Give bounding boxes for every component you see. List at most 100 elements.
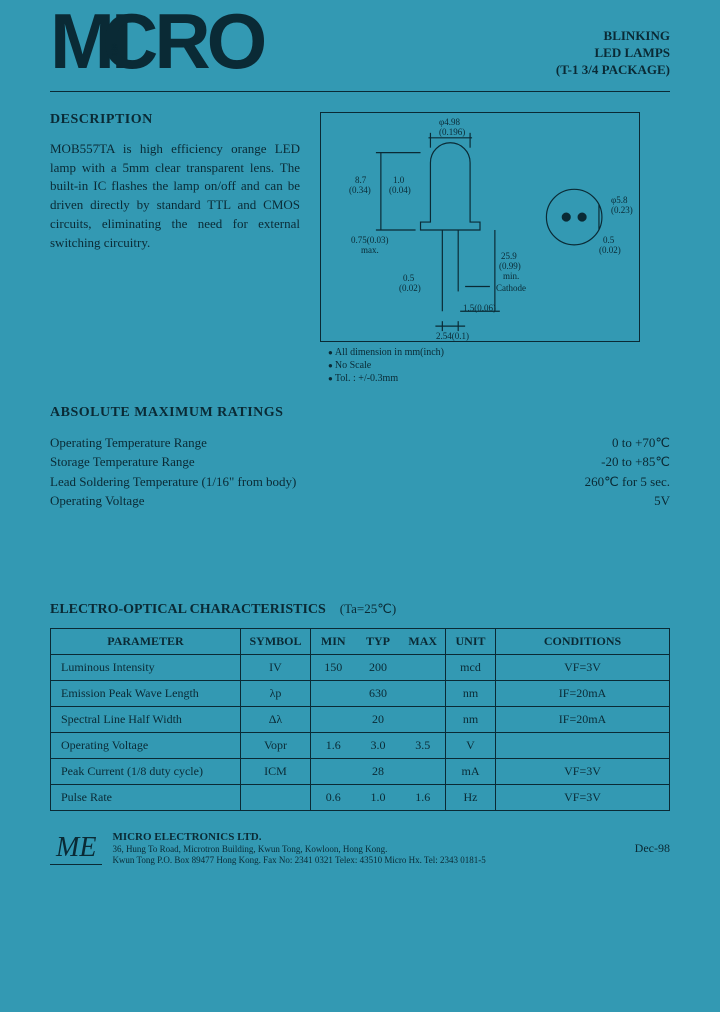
cell-param: Operating Voltage — [51, 732, 241, 758]
diagram-wrapper: φ4.98 (0.196) 8.7 (0.34) 1.0 (0.04) 0.75… — [320, 112, 640, 385]
table-row: Spectral Line Half WidthΔλ20nmIF=20mA — [51, 706, 670, 732]
cell-min — [311, 758, 356, 784]
cell-min: 1.6 — [311, 732, 356, 758]
rating-value: 5V — [654, 491, 670, 511]
th-typ: TYP — [356, 628, 401, 654]
cell-param: Spectral Line Half Width — [51, 706, 241, 732]
cell-symbol: λp — [241, 680, 311, 706]
rating-row: Lead Soldering Temperature (1/16" from b… — [50, 472, 670, 492]
th-unit: UNIT — [446, 628, 496, 654]
dim-1-0: 1.0 — [393, 175, 404, 185]
table-row: Luminous IntensityIV150200mcdVF=3V — [51, 654, 670, 680]
cell-param: Emission Peak Wave Length — [51, 680, 241, 706]
rating-row: Operating Temperature Range 0 to +70℃ — [50, 433, 670, 453]
dim-1-0-in: (0.04) — [389, 185, 411, 195]
electro-section: ELECTRO-OPTICAL CHARACTERISTICS (Ta=25℃)… — [50, 601, 670, 811]
cell-cond: VF=3V — [496, 784, 670, 810]
title-line-2: LED LAMPS — [556, 45, 670, 62]
dim-diameter: φ4.98 — [439, 117, 460, 127]
diagram-note-0: All dimension in mm(inch) — [328, 346, 640, 359]
cell-symbol: Vopr — [241, 732, 311, 758]
cell-cond — [496, 732, 670, 758]
cell-min: 0.6 — [311, 784, 356, 810]
rating-label: Lead Soldering Temperature (1/16" from b… — [50, 472, 296, 492]
cell-unit: V — [446, 732, 496, 758]
cell-typ: 630 — [356, 680, 401, 706]
footer-company: MICRO ELECTRONICS LTD. — [112, 831, 624, 844]
cell-param: Luminous Intensity — [51, 654, 241, 680]
cell-symbol: Δλ — [241, 706, 311, 732]
electro-title: ELECTRO-OPTICAL CHARACTERISTICS (Ta=25℃) — [50, 601, 670, 618]
cell-max — [401, 654, 446, 680]
logo-cro: CRO — [102, 0, 263, 85]
rating-value: 0 to +70℃ — [612, 433, 670, 453]
rating-label: Storage Temperature Range — [50, 452, 195, 472]
cell-param: Peak Current (1/8 duty cycle) — [51, 758, 241, 784]
footer: ME MICRO ELECTRONICS LTD. 36, Hung To Ro… — [50, 831, 670, 866]
cell-unit: nm — [446, 680, 496, 706]
table-row: Pulse Rate 0.61.01.6HzVF=3V — [51, 784, 670, 810]
ratings-title: ABSOLUTE MAXIMUM RATINGS — [50, 405, 670, 421]
th-cond: CONDITIONS — [496, 628, 670, 654]
rating-row: Storage Temperature Range-20 to +85℃ — [50, 452, 670, 472]
cell-max — [401, 758, 446, 784]
cell-cond: IF=20mA — [496, 680, 670, 706]
dim-5-8-in: (0.23) — [611, 205, 633, 215]
title-line-1: BLINKING — [556, 28, 670, 45]
header-divider — [50, 91, 670, 92]
cell-param: Pulse Rate — [51, 784, 241, 810]
footer-logo: ME — [50, 832, 102, 865]
electro-condition: (Ta=25℃) — [340, 601, 396, 616]
rating-label: Operating Voltage — [50, 491, 144, 511]
footer-contact: Kwun Tong P.O. Box 89477 Hong Kong. Fax … — [112, 855, 624, 866]
cell-symbol — [241, 784, 311, 810]
logo: MIELECTRONICSCRO — [50, 10, 263, 72]
table-row: Peak Current (1/8 duty cycle)ICM28mAVF=3… — [51, 758, 670, 784]
rating-label: Operating Temperature Range — [50, 433, 207, 453]
cell-unit: mcd — [446, 654, 496, 680]
cell-min — [311, 680, 356, 706]
description-text: MOB557TA is high efficiency orange LED l… — [50, 140, 300, 253]
logo-subtext: ELECTRONICS — [112, 47, 118, 60]
ratings-section: ABSOLUTE MAXIMUM RATINGS Operating Tempe… — [50, 405, 670, 511]
electro-title-text: ELECTRO-OPTICAL CHARACTERISTICS — [50, 602, 326, 617]
table-row: Emission Peak Wave Lengthλp 630 nmIF=20mA — [51, 680, 670, 706]
diagram-notes: All dimension in mm(inch) No Scale Tol. … — [320, 346, 640, 385]
description-block: DESCRIPTION MOB557TA is high efficiency … — [50, 112, 300, 385]
cathode-label: Cathode — [496, 283, 526, 293]
cell-typ: 1.0 — [356, 784, 401, 810]
dim-5-8: φ5.8 — [611, 195, 627, 205]
dim-0-5-in: (0.02) — [399, 283, 421, 293]
dim-8-7: 8.7 — [355, 175, 366, 185]
cell-symbol: ICM — [241, 758, 311, 784]
dim-0-5: 0.5 — [403, 273, 414, 283]
cell-unit: Hz — [446, 784, 496, 810]
cell-typ: 3.0 — [356, 732, 401, 758]
cell-unit: mA — [446, 758, 496, 784]
cell-max — [401, 706, 446, 732]
cell-symbol: IV — [241, 654, 311, 680]
th-symbol: SYMBOL — [241, 628, 311, 654]
description-title: DESCRIPTION — [50, 112, 300, 128]
dim-25-9-in: (0.99) — [499, 261, 521, 271]
description-row: DESCRIPTION MOB557TA is high efficiency … — [50, 112, 670, 385]
cell-unit: nm — [446, 706, 496, 732]
dim-diameter-in: (0.196) — [439, 127, 465, 137]
dim-0-75: 0.75(0.03) — [351, 235, 389, 245]
rating-row: Operating Voltage 5V — [50, 491, 670, 511]
dim-1-5: 1.5(0.06) — [463, 303, 496, 313]
th-param: PARAMETER — [51, 628, 241, 654]
table-row: Operating VoltageVopr1.63.03.5V — [51, 732, 670, 758]
cell-min: 150 — [311, 654, 356, 680]
cell-max: 1.6 — [401, 784, 446, 810]
dim-25-9: 25.9 — [501, 251, 517, 261]
dim-0-75-sub: max. — [361, 245, 379, 255]
title-line-3: (T-1 3/4 PACKAGE) — [556, 62, 670, 79]
cell-max — [401, 680, 446, 706]
diagram-note-1: No Scale — [328, 359, 640, 372]
header: MIELECTRONICSCRO BLINKING LED LAMPS (T-1… — [50, 0, 670, 79]
dim-0-5b-in: (0.02) — [599, 245, 621, 255]
dim-25-9-sub: min. — [503, 271, 519, 281]
cell-cond: VF=3V — [496, 654, 670, 680]
cell-cond: IF=20mA — [496, 706, 670, 732]
